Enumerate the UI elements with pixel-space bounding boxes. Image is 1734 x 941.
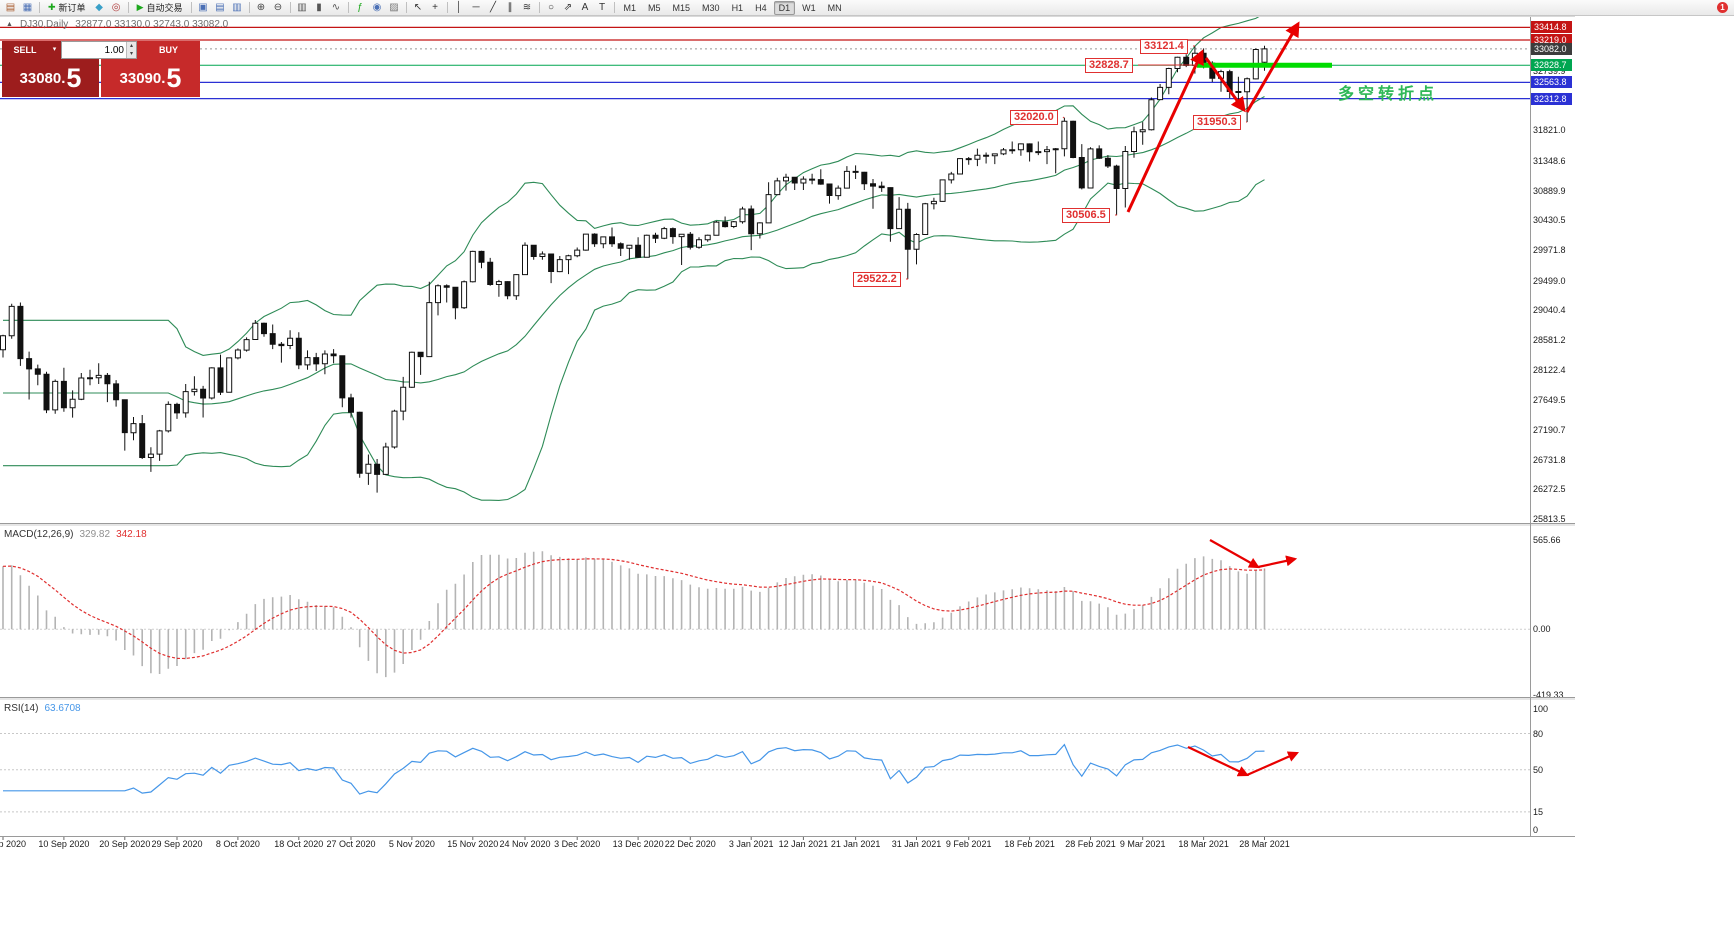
volume-control: ▴ ▾ [61, 41, 137, 59]
toolbar-separator [289, 2, 291, 13]
sell-price[interactable]: 33080. 5 [2, 59, 99, 97]
toolbar-separator [248, 2, 250, 13]
timeframe-m30-button[interactable]: M30 [702, 2, 720, 13]
volume-increase-button[interactable]: ▴ [129, 43, 133, 49]
buy-price-big-digit: 5 [166, 62, 182, 93]
timeframe-w1-button[interactable]: W1 [802, 2, 816, 13]
macd-indicator-label: MACD(12,26,9) 329.82 342.18 [4, 529, 147, 540]
vertical-line-icon[interactable]: │ [455, 1, 463, 13]
candlestick-chart-icon[interactable]: ▮ [316, 1, 322, 13]
buy-price[interactable]: 33090. 5 [101, 59, 200, 97]
chevron-down-icon: ▾ [52, 46, 57, 53]
buy-button[interactable]: BUY [137, 41, 200, 59]
line-chart-icon[interactable]: ∿ [331, 1, 341, 13]
volume-spinner: ▴ ▾ [126, 42, 136, 58]
chart-top-border [0, 16, 1575, 17]
macd-signal-value: 342.18 [116, 529, 147, 540]
cursor-icon[interactable]: ↖ [413, 1, 423, 13]
one-click-collapse-icon[interactable]: ▲ [6, 21, 13, 28]
shapes-icon[interactable]: ○ [547, 1, 555, 13]
price-axis[interactable] [1530, 17, 1575, 836]
toolbar-separator [127, 2, 129, 13]
macd-panel-separator[interactable] [0, 523, 1575, 527]
bar-chart-icon[interactable]: ▥ [297, 1, 307, 13]
strategy-tester-icon[interactable]: ◆ [95, 1, 103, 13]
templates-icon[interactable]: ▨ [389, 1, 399, 13]
objects-icon[interactable]: ◉ [372, 1, 382, 13]
new-order-icon: ✚ [48, 2, 56, 12]
crosshair-icon[interactable]: + [432, 1, 438, 13]
chart-profiles-icon[interactable]: ▦ [22, 1, 33, 13]
chart-symbol-period: DJ30,Daily [19, 19, 69, 30]
trade-options-dropdown[interactable]: ▾ [48, 41, 61, 59]
toolbar-separator [405, 2, 407, 13]
timeframe-h4-button[interactable]: H4 [755, 2, 767, 13]
notification-badge[interactable]: 1 [1717, 2, 1728, 13]
trendline-icon[interactable]: ╱ [489, 1, 497, 13]
timeframe-d1-button[interactable]: D1 [773, 0, 796, 15]
toolbar-separator [538, 2, 540, 13]
channel-icon[interactable]: ∥ [507, 1, 513, 13]
horizontal-line-icon[interactable]: ─ [472, 1, 480, 13]
sell-price-text: 33080. [19, 69, 66, 87]
tile-vertical-icon[interactable]: ▥ [232, 1, 242, 13]
toolbar-separator [347, 2, 349, 13]
timeframe-mn-button[interactable]: MN [827, 2, 842, 13]
timeframe-m1-button[interactable]: M1 [623, 2, 637, 13]
date-axis[interactable] [0, 836, 1570, 854]
new-order-button-label: 新订单 [58, 3, 86, 13]
alerts-icon[interactable]: ◎ [111, 1, 121, 13]
label-icon[interactable]: T [598, 1, 606, 13]
autotrading-icon: ▶ [136, 2, 144, 12]
indicators-icon[interactable]: ƒ [357, 1, 363, 13]
toolbar-separator [613, 2, 615, 13]
macd-name: MACD(12,26,9) [4, 529, 74, 540]
timeframe-m15-button[interactable]: M15 [672, 2, 691, 13]
autotrading-button-label: 自动交易 [146, 3, 183, 13]
zoom-in-icon[interactable]: ⊕ [256, 1, 266, 13]
autotrading-button[interactable]: ▶ 自动交易 [132, 1, 188, 15]
chart-title: ▲ DJ30,Daily 32877.0 33130.0 32743.0 330… [6, 19, 228, 30]
volume-decrease-button[interactable]: ▾ [129, 51, 133, 57]
volume-input[interactable] [62, 42, 126, 58]
buy-price-text: 33090. [119, 69, 166, 87]
chart-ohlc-values: 32877.0 33130.0 32743.0 33082.0 [75, 19, 229, 30]
price-axis-border [1530, 17, 1531, 836]
rsi-name: RSI(14) [4, 703, 39, 714]
macd-main-value: 329.82 [79, 529, 111, 540]
arrows-icon[interactable]: ⇗ [563, 1, 573, 13]
cascade-windows-icon[interactable]: ▣ [198, 1, 208, 13]
toolbar: ▤ ▦ ✚ 新订单 ◆ ◎ ▶ 自动交易 ▣ ▤ ▥ ⊕ ⊖ ▥ ▮ ∿ ƒ ◉ ▨ ↖ + │ ─ ╱ ∥ ≋ ○ ⇗ A T M1 M5 M… [0, 0, 1734, 16]
one-click-trading-panel: SELL ▾ ▴ ▾ BUY 33080. 5 33090. 5 [2, 41, 200, 97]
sell-button[interactable]: SELL [2, 41, 48, 59]
sell-price-big-digit: 5 [66, 62, 82, 93]
new-order-button[interactable]: ✚ 新订单 [43, 1, 91, 15]
toolbar-separator [190, 2, 192, 13]
date-axis-border [0, 836, 1575, 837]
tile-horizontal-icon[interactable]: ▤ [215, 1, 225, 13]
toolbar-separator [446, 2, 448, 13]
timeframe-m5-button[interactable]: M5 [648, 2, 661, 13]
text-icon[interactable]: A [581, 1, 589, 13]
rsi-panel-separator[interactable] [0, 697, 1575, 701]
zoom-out-icon[interactable]: ⊖ [273, 1, 283, 13]
chart-canvas[interactable] [0, 17, 1530, 836]
timeframe-h1-button[interactable]: H1 [731, 2, 744, 13]
rsi-indicator-label: RSI(14) 63.6708 [4, 703, 81, 714]
new-chart-icon[interactable]: ▤ [5, 1, 16, 13]
toolbar-separator [39, 2, 40, 13]
fibonacci-icon[interactable]: ≋ [522, 1, 532, 13]
rsi-value: 63.6708 [44, 703, 81, 714]
